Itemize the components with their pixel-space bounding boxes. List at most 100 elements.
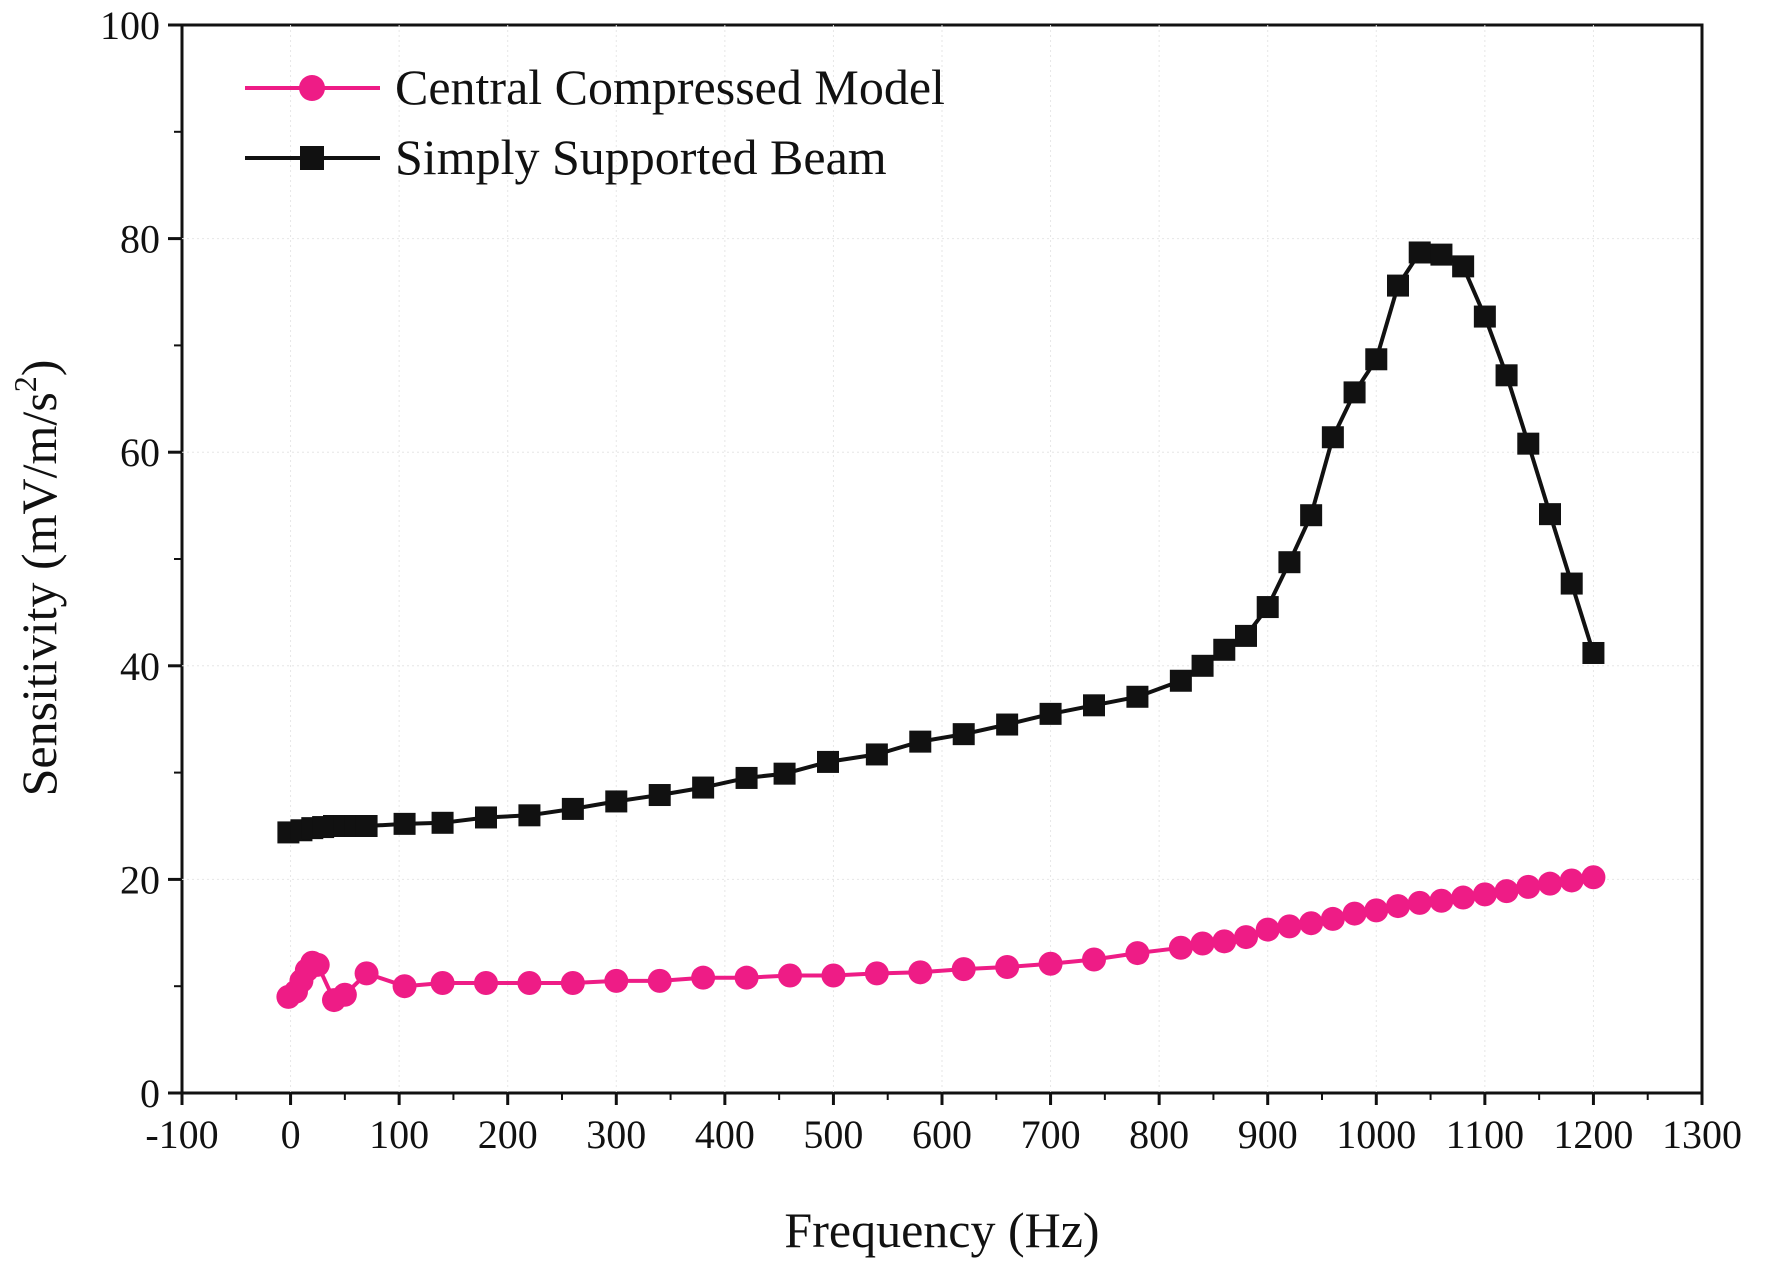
- data-point: [995, 954, 1020, 979]
- data-point: [1235, 624, 1257, 647]
- data-point: [1277, 914, 1302, 939]
- data-point: [909, 730, 932, 753]
- x-tick-labels: -100 0 100 200 300 400 500 600 700 800 900 1000 1100…: [145, 1112, 1742, 1157]
- data-point: [1300, 504, 1323, 527]
- data-point: [1321, 426, 1344, 449]
- data-point: [604, 968, 629, 993]
- data-point: [1408, 241, 1431, 264]
- data-point: [1430, 243, 1453, 266]
- data-point: [475, 806, 497, 829]
- data-point: [1320, 906, 1345, 931]
- data-point: [1517, 432, 1540, 455]
- data-point: [691, 965, 716, 990]
- data-point: [1255, 917, 1280, 942]
- data-point: [778, 963, 802, 988]
- data-point: [1125, 941, 1150, 966]
- data-point: [908, 960, 933, 985]
- y-tick-label: 0: [140, 1071, 160, 1116]
- x-tick-label: 800: [1129, 1112, 1189, 1157]
- grid: [182, 25, 1702, 1093]
- legend: Central Compressed Model Simply Supporte…: [245, 59, 945, 185]
- data-point: [431, 811, 454, 834]
- data-point: [996, 713, 1019, 736]
- data-point: [952, 723, 975, 746]
- x-tick-label: 1300: [1662, 1112, 1742, 1157]
- data-point: [1516, 874, 1541, 899]
- data-point: [1560, 572, 1583, 595]
- data-point: [864, 961, 889, 986]
- data-point: [1451, 885, 1476, 910]
- x-tick-label: 200: [478, 1112, 538, 1157]
- data-point: [1581, 865, 1606, 890]
- legend-marker-central-compressed: [299, 75, 325, 101]
- data-point: [1472, 882, 1497, 907]
- data-point: [1234, 925, 1258, 950]
- data-point: [1191, 654, 1214, 677]
- series-simply-supported: [277, 241, 1605, 844]
- y-tick-label: 80: [120, 217, 160, 262]
- x-tick-label: 1000: [1336, 1112, 1416, 1157]
- legend-label-simply-supported: Simply Supported Beam: [395, 129, 887, 185]
- y-axis-title-superscript: 2: [7, 376, 43, 392]
- data-point: [1169, 669, 1192, 692]
- data-point: [1278, 551, 1301, 574]
- x-tick-label: 100: [369, 1112, 429, 1157]
- data-point: [648, 784, 671, 807]
- data-point: [1342, 901, 1367, 926]
- data-point: [735, 766, 758, 789]
- data-point: [817, 750, 839, 773]
- data-point: [1039, 702, 1062, 725]
- series-central-compressed: [276, 865, 1606, 1013]
- data-point: [517, 970, 542, 995]
- data-point: [1386, 894, 1410, 919]
- y-axis-title-main: Sensitivity (mV/m/s: [11, 392, 67, 796]
- data-point: [692, 776, 715, 799]
- data-point: [1407, 890, 1432, 915]
- data-point: [1494, 879, 1519, 904]
- x-tick-label: 1100: [1446, 1112, 1525, 1157]
- data-point: [1538, 871, 1562, 896]
- data-point: [1212, 929, 1237, 954]
- data-point: [605, 790, 628, 813]
- data-point: [1256, 596, 1279, 619]
- series-group: [276, 241, 1606, 1013]
- data-point: [647, 968, 672, 993]
- data-point: [951, 957, 976, 982]
- data-point: [355, 815, 378, 837]
- x-tick-label: 600: [912, 1112, 972, 1157]
- data-point: [1364, 898, 1389, 923]
- data-point: [1343, 381, 1366, 404]
- data-point: [1168, 935, 1193, 960]
- data-point: [354, 961, 379, 986]
- data-point: [1495, 364, 1518, 387]
- x-tick-label: 900: [1238, 1112, 1298, 1157]
- data-point: [1083, 694, 1105, 717]
- data-point: [1559, 868, 1584, 893]
- data-point: [393, 812, 416, 835]
- data-point: [1190, 931, 1215, 956]
- data-point: [1299, 911, 1324, 936]
- data-point: [1429, 888, 1454, 913]
- data-point: [518, 804, 541, 827]
- y-axis-title-close: ): [11, 360, 67, 377]
- data-point: [821, 963, 846, 988]
- x-tick-label: 0: [281, 1112, 301, 1157]
- axis-ticks: [168, 23, 1704, 1105]
- legend-marker-simply-supported: [300, 146, 324, 170]
- data-point: [734, 965, 759, 990]
- y-tick-label: 100: [100, 3, 160, 48]
- data-point: [1082, 947, 1106, 972]
- x-tick-label: 500: [803, 1112, 863, 1157]
- x-axis-title: Frequency (Hz): [784, 1202, 1099, 1258]
- data-point: [305, 952, 330, 977]
- data-point: [561, 797, 584, 820]
- data-point: [1126, 685, 1149, 708]
- data-point: [1365, 348, 1388, 371]
- data-point: [474, 970, 498, 995]
- data-point: [1387, 274, 1409, 297]
- x-tick-label: -100: [145, 1112, 218, 1157]
- y-axis-title: Sensitivity (mV/m/s2): [7, 360, 67, 797]
- y-tick-labels: 0 20 40 60 80 100: [100, 3, 160, 1116]
- data-point: [560, 970, 585, 995]
